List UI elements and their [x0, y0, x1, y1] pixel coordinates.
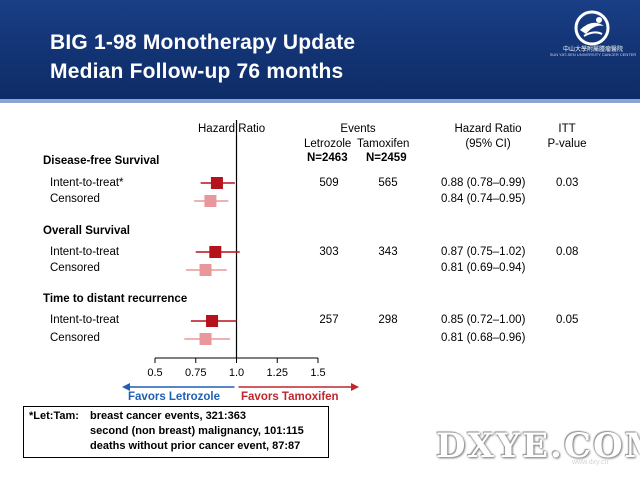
row-label: Censored [50, 262, 100, 274]
events-header: Events [340, 123, 376, 135]
row-label: Censored [50, 332, 100, 344]
footnote-prefix: *Let:Tam: [29, 410, 79, 422]
tamoxifen-events: 298 [378, 314, 398, 326]
letrozole-events: 303 [319, 246, 339, 258]
p-value: 0.03 [556, 177, 579, 189]
forest-hazard-ratio-header: Hazard Ratio [198, 123, 266, 135]
watermark: DXYE.COM [436, 426, 640, 466]
section-title: Disease-free Survival [43, 155, 160, 167]
footnote-box: *Let:Tam: breast cancer events, 321:363 … [23, 406, 329, 458]
watermark-subtext: www.dxy.cn [572, 459, 609, 466]
tamoxifen-events: 343 [378, 246, 398, 258]
slide-header: BIG 1-98 Monotherapy Update Median Follo… [0, 0, 640, 99]
logo-text: 中山大學附屬腫瘤醫院 [562, 47, 623, 53]
hr-ci-value: 0.81 (0.69–0.94) [441, 262, 526, 274]
x-tick-label: 0.5 [147, 367, 162, 379]
hr-ci-subheader: (95% CI) [465, 138, 511, 150]
tamoxifen-events: 565 [378, 177, 398, 189]
hr-marker [210, 177, 223, 189]
hr-marker [206, 315, 219, 327]
row-label: Intent-to-treat [50, 314, 120, 326]
row-label: Intent-to-treat* [50, 177, 124, 189]
header-divider [0, 99, 640, 103]
footnote-line-2: second (non breast) malignancy, 101:115 [90, 425, 304, 437]
hr-marker [204, 195, 217, 207]
hr-ci-value: 0.85 (0.72–1.00) [441, 314, 526, 326]
slide-title-line-2: Median Follow-up 76 months [50, 60, 344, 83]
letrozole-events: 257 [319, 314, 339, 326]
letrozole-n: N=2463 [307, 152, 348, 164]
cancer-center-logo-icon [574, 10, 610, 46]
x-tick-label: 1.5 [310, 367, 325, 379]
letrozole-header: Letrozole [304, 138, 352, 150]
hr-ci-value: 0.88 (0.78–0.99) [441, 177, 526, 189]
favors-letrozole-arrowhead [122, 383, 130, 391]
favors-letrozole-label: Favors Letrozole [128, 391, 221, 403]
x-tick-label: 0.75 [185, 367, 206, 379]
tamoxifen-n: N=2459 [366, 152, 407, 164]
hr-ci-value: 0.81 (0.68–0.96) [441, 332, 526, 344]
pvalue-header: P-value [547, 138, 587, 150]
favors-tamoxifen-arrowhead [351, 383, 359, 391]
x-tick-label: 1.0 [229, 367, 244, 379]
letrozole-events: 509 [319, 177, 339, 189]
row-label: Intent-to-treat [50, 246, 120, 258]
hr-marker [199, 264, 212, 276]
slide-title-line-1: BIG 1-98 Monotherapy Update [50, 31, 356, 54]
hr-ci-header: Hazard Ratio [454, 123, 522, 135]
footnote-line-3: deaths without prior cancer event, 87:87 [90, 440, 301, 452]
row-label: Censored [50, 193, 100, 205]
tamoxifen-header: Tamoxifen [357, 138, 410, 150]
section-title: Time to distant recurrence [43, 293, 188, 305]
favors-tamoxifen-label: Favors Tamoxifen [241, 391, 339, 403]
itt-header: ITT [558, 123, 576, 135]
hr-marker [199, 333, 212, 345]
section-title: Overall Survival [43, 225, 130, 237]
logo-subtext: SUN YAT-SEN UNIVERSITY CANCER CENTER [549, 52, 637, 57]
p-value: 0.05 [556, 314, 579, 326]
hr-marker [209, 246, 222, 258]
hr-ci-value: 0.84 (0.74–0.95) [441, 193, 526, 205]
p-value: 0.08 [556, 246, 579, 258]
footnote-line-1: breast cancer events, 321:363 [90, 410, 246, 422]
x-tick-label: 1.25 [267, 367, 288, 379]
hr-ci-value: 0.87 (0.75–1.02) [441, 246, 526, 258]
